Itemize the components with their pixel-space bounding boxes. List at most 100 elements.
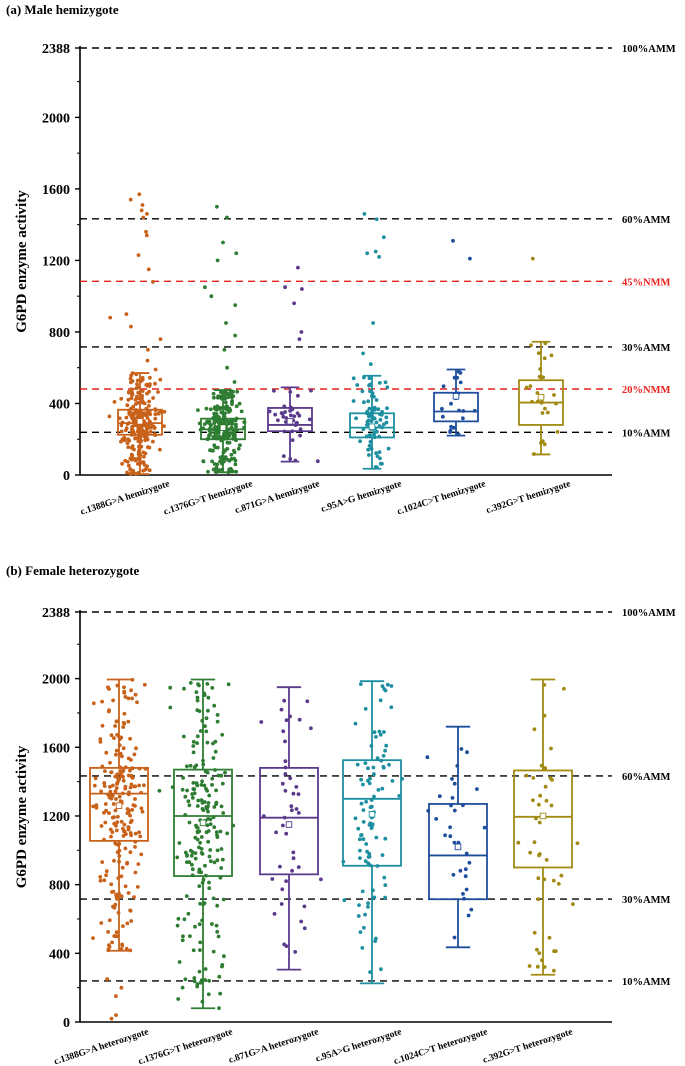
data-point — [528, 384, 533, 388]
data-point — [380, 786, 385, 791]
data-point — [195, 695, 200, 700]
data-point — [114, 892, 118, 897]
data-point — [94, 803, 99, 807]
data-point — [114, 842, 119, 846]
data-point — [374, 398, 379, 402]
data-point — [298, 433, 302, 438]
data-point — [205, 770, 210, 775]
data-point — [99, 824, 104, 828]
data-point — [367, 781, 372, 786]
data-point — [104, 869, 109, 874]
data-point — [532, 930, 537, 935]
data-point — [107, 795, 112, 800]
data-point — [377, 255, 381, 259]
data-point — [461, 416, 465, 421]
data-point — [206, 992, 211, 997]
data-point — [482, 825, 487, 830]
y-axis-title: G6PD enzyme activity — [14, 745, 30, 888]
data-point — [190, 850, 195, 854]
data-point — [195, 837, 200, 842]
data-point — [215, 903, 220, 908]
data-point — [389, 684, 394, 688]
data-point — [199, 870, 204, 875]
data-point — [226, 395, 231, 400]
data-point — [121, 720, 126, 725]
data-point — [175, 855, 180, 860]
data-point — [358, 930, 363, 934]
data-point — [387, 762, 391, 767]
data-point — [226, 682, 231, 687]
data-point — [124, 428, 128, 433]
data-point — [383, 380, 388, 385]
data-point — [127, 768, 132, 773]
data-point — [134, 386, 139, 391]
data-point — [211, 896, 216, 901]
data-point — [220, 963, 225, 967]
data-point — [224, 391, 229, 396]
reference-line-label: 100%AMM — [622, 608, 676, 619]
data-point — [296, 865, 301, 869]
data-point — [183, 977, 188, 982]
data-point — [218, 991, 223, 996]
data-point — [100, 699, 104, 704]
data-point — [357, 903, 361, 907]
data-point — [162, 409, 167, 414]
data-point — [372, 895, 377, 900]
data-point — [464, 887, 469, 892]
data-point — [294, 807, 299, 811]
data-point — [299, 919, 304, 924]
data-point — [207, 880, 211, 885]
data-point — [206, 809, 210, 814]
reference-line-label: 100%AMM — [622, 44, 676, 55]
data-point — [524, 773, 529, 778]
data-point — [437, 794, 442, 799]
category-label: c.392G>T hemizygote — [485, 479, 572, 516]
data-point — [119, 423, 124, 428]
data-point — [371, 321, 375, 325]
reference-line-label: 10%AMM — [622, 977, 670, 988]
data-point — [441, 384, 446, 389]
y-axis-title: G6PD enzyme activity — [14, 190, 30, 333]
data-point — [104, 873, 108, 878]
data-point — [355, 762, 360, 767]
data-point — [375, 756, 380, 761]
data-point — [140, 399, 145, 404]
data-point — [225, 432, 230, 437]
box-iqr — [513, 769, 573, 869]
data-point — [452, 935, 457, 940]
data-point — [383, 883, 388, 887]
reference-line-label: 30%AMM — [622, 895, 670, 906]
data-point — [180, 938, 185, 943]
data-point — [226, 421, 231, 426]
data-point — [283, 285, 287, 290]
data-point — [378, 698, 383, 703]
data-point — [199, 798, 204, 803]
data-point — [114, 797, 118, 801]
box-group: c.1376G>T heterozygote — [137, 678, 236, 1066]
data-point — [190, 792, 195, 796]
data-point — [140, 377, 145, 382]
data-point — [133, 845, 137, 849]
data-point — [142, 783, 146, 788]
data-point — [383, 688, 388, 693]
data-point — [133, 398, 138, 402]
data-point — [182, 917, 187, 922]
data-point — [208, 859, 213, 864]
data-point — [146, 347, 150, 352]
data-point — [389, 705, 394, 710]
data-point — [380, 853, 385, 857]
mean-marker — [286, 418, 294, 425]
data-point — [195, 804, 200, 808]
data-point — [130, 427, 135, 431]
data-point — [192, 765, 197, 770]
category-label: c.1024C>T heterozygote — [393, 1027, 489, 1066]
data-point — [220, 857, 225, 862]
data-point — [235, 389, 240, 394]
data-point — [213, 739, 218, 744]
data-point — [109, 770, 113, 775]
data-point — [134, 410, 139, 415]
box-group: c.392G>T hemizygote — [485, 256, 572, 516]
data-point — [295, 421, 299, 425]
data-point — [111, 802, 116, 806]
